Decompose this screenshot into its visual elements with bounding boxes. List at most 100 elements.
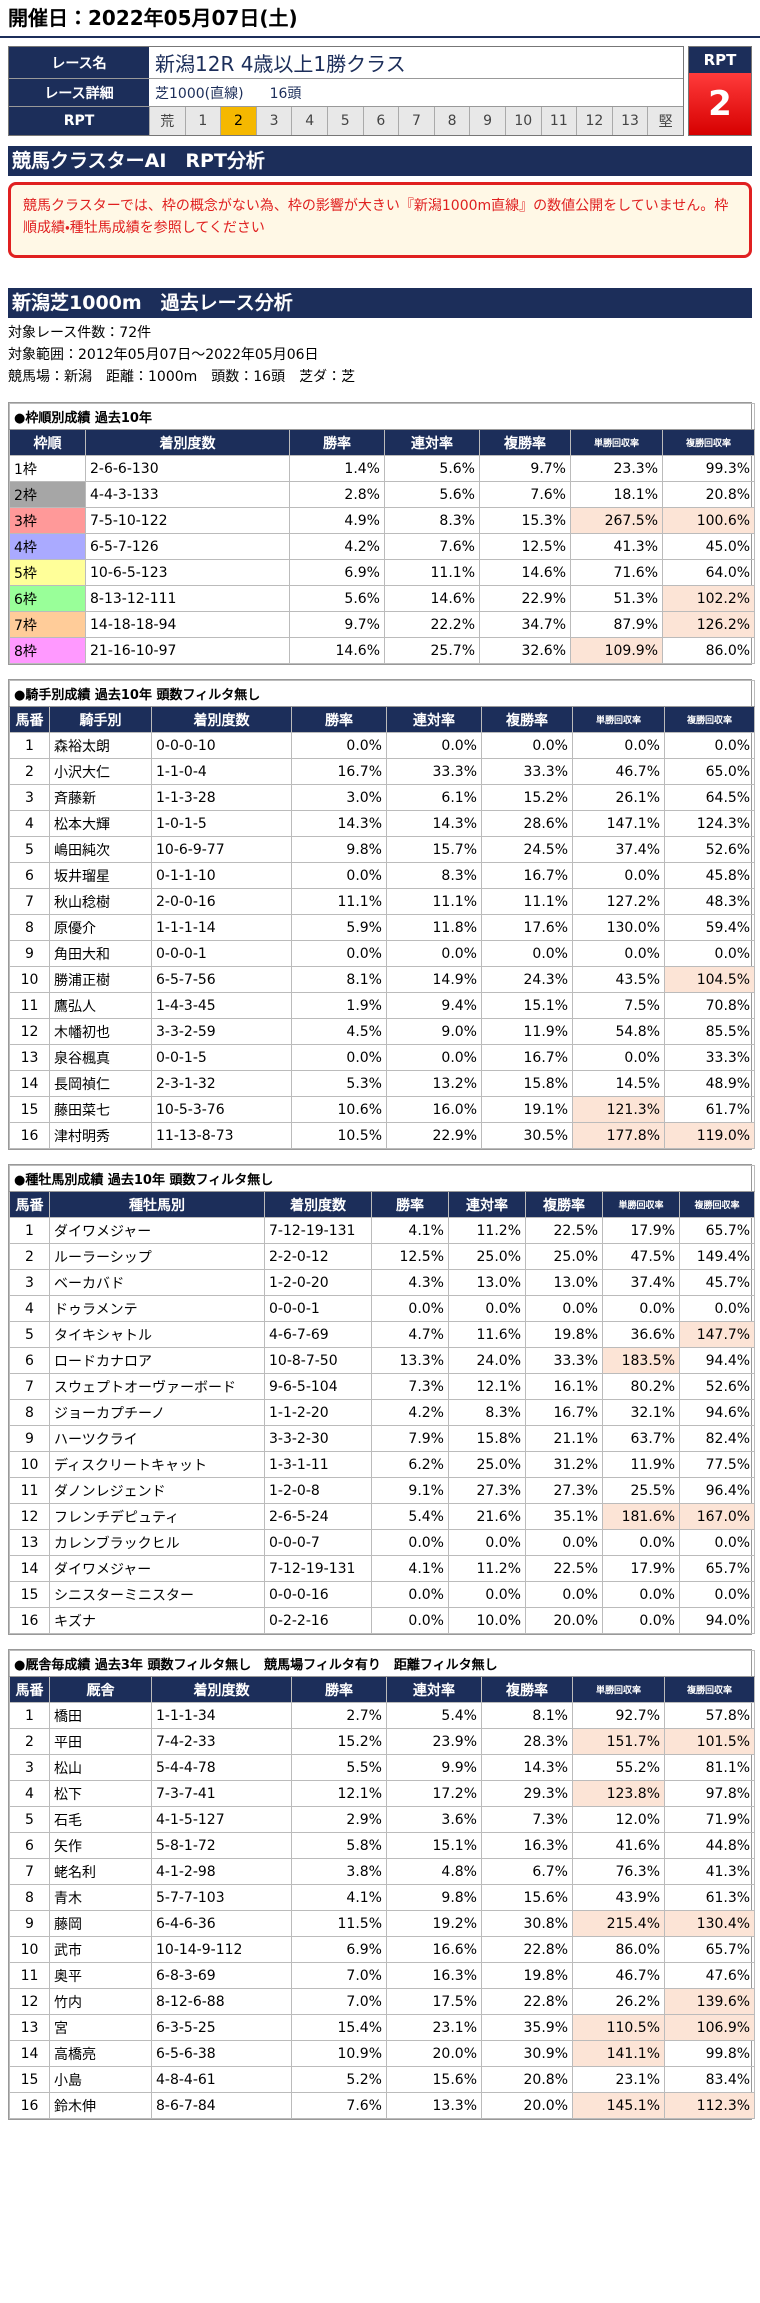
- cell: 30.8%: [481, 1910, 573, 1937]
- cell: 110.5%: [572, 2014, 665, 2041]
- cell: スウェプトオーヴァーボード: [49, 1373, 265, 1400]
- cell: 52.6%: [663, 836, 756, 863]
- cell: 嶋田純次: [49, 836, 152, 863]
- cell: 17.6%: [481, 914, 573, 941]
- data-row: 8枠 21-16-10-97 14.6% 25.7% 32.6% 109.9% 86.0%: [9, 637, 756, 664]
- cell: 1-1-2-20: [264, 1399, 372, 1426]
- data-row: 12 木幡初也 3-3-2-59 4.5% 9.0% 11.9% 54.8% 85.5%: [9, 1018, 756, 1045]
- cell: 2: [9, 1728, 50, 1755]
- cell: 22.9%: [386, 1122, 482, 1149]
- column-header: 単勝回収率: [572, 706, 665, 733]
- cell: 15: [9, 1096, 50, 1123]
- race-info: レース名 新潟12R 4歳以上1勝クラス レース詳細 芝1000(直線) 16頭…: [8, 46, 752, 136]
- cell: 8-12-6-88: [151, 1988, 292, 2015]
- cell: 0.0%: [481, 940, 573, 967]
- cell: 13: [9, 2014, 50, 2041]
- cell: 1-0-1-5: [151, 810, 292, 837]
- cell: 139.6%: [663, 1988, 756, 2015]
- cell: カレンブラックヒル: [49, 1529, 265, 1556]
- cell: 0.0%: [386, 1044, 482, 1071]
- cell: 1.9%: [291, 992, 387, 1019]
- column-header: 単勝回収率: [572, 1676, 665, 1703]
- cell: 0-0-0-1: [264, 1295, 372, 1322]
- cell: 47.6%: [663, 1962, 756, 1989]
- cell: 30.5%: [481, 1122, 573, 1149]
- cell: 33.3%: [481, 758, 573, 785]
- cell: 0.0%: [663, 732, 756, 759]
- cell: ジョーカプチーノ: [49, 1399, 265, 1426]
- cell: 11: [9, 1962, 50, 1989]
- data-row: 10 ディスクリートキャット 1-3-1-11 6.2% 25.0% 31.2% 11.9%…: [9, 1451, 756, 1478]
- cell: 平田: [49, 1728, 152, 1755]
- cell: 65.7%: [663, 1936, 756, 1963]
- data-row: 6 ロードカナロア 10-8-7-50 13.3% 24.0% 33.3% 183.5% 94…: [9, 1347, 756, 1374]
- cell: ダイワメジャー: [49, 1555, 265, 1582]
- column-header: 複勝率: [525, 1191, 603, 1218]
- cell: 99.3%: [661, 455, 756, 482]
- cell: 0.0%: [386, 940, 482, 967]
- column-header: 単勝回収率: [570, 429, 663, 456]
- cell: 0.0%: [525, 1295, 603, 1322]
- cell: ハーツクライ: [49, 1425, 265, 1452]
- cell: 5: [9, 1321, 50, 1348]
- data-row: 4枠 6-5-7-126 4.2% 7.6% 12.5% 41.3% 45.0%: [9, 533, 756, 560]
- cell: 11-13-8-73: [151, 1122, 292, 1149]
- rpt-value: 2: [689, 73, 751, 135]
- cell: 14.3%: [291, 810, 387, 837]
- cell: 4-1-5-127: [151, 1806, 292, 1833]
- cell: 3: [9, 1269, 50, 1296]
- cell: 0.0%: [572, 732, 665, 759]
- cell: ルーラーシップ: [49, 1243, 265, 1270]
- cell: 37.4%: [572, 836, 665, 863]
- cell: 青木: [49, 1884, 152, 1911]
- cell: 20.8%: [481, 2066, 573, 2093]
- cell: 86.0%: [661, 637, 756, 664]
- data-row: 3 松山 5-4-4-78 5.5% 9.9% 14.3% 55.2% 81.1%: [9, 1754, 756, 1781]
- cell: 149.4%: [678, 1243, 756, 1270]
- cell: 12: [9, 1018, 50, 1045]
- cell: 14.9%: [386, 966, 482, 993]
- cell: 秋山稔樹: [49, 888, 152, 915]
- cell: 11.9%: [602, 1451, 680, 1478]
- cell: 267.5%: [570, 507, 663, 534]
- cell: 3: [9, 784, 50, 811]
- cell: 小沢大仁: [49, 758, 152, 785]
- cell: 1-2-0-20: [264, 1269, 372, 1296]
- cell: 12: [9, 1503, 50, 1530]
- cell: 5.6%: [384, 481, 480, 508]
- cell: 7.0%: [291, 1988, 387, 2015]
- column-header: 複勝率: [481, 706, 573, 733]
- cell: 3: [9, 1754, 50, 1781]
- cell: 19.8%: [481, 1962, 573, 1989]
- cell: 3.0%: [291, 784, 387, 811]
- race-detail: 芝1000(直線) 16頭: [149, 79, 683, 106]
- column-header: 複勝回収率: [661, 429, 756, 456]
- cell: 70.8%: [663, 992, 756, 1019]
- rpt-scale-cell: 12: [576, 107, 612, 135]
- label: レース詳細: [9, 79, 149, 106]
- rpt-scale: 荒 1 2 3 4 5 6 7 8 9 10 11 12 13 堅: [149, 107, 683, 135]
- column-header: 複勝回収率: [663, 706, 756, 733]
- cell: 石毛: [49, 1806, 152, 1833]
- cell: 高橋亮: [49, 2040, 152, 2067]
- cell: 0-0-0-1: [151, 940, 292, 967]
- cell: 9-6-5-104: [264, 1373, 372, 1400]
- title-row: ●厩舎毎成績 過去3年 頭数フィルタ無し 競馬場フィルタ有り 距離フィルタ無し: [8, 1650, 756, 1677]
- cell: 8: [9, 914, 50, 941]
- cell: 22.9%: [479, 585, 571, 612]
- cell: 10.0%: [448, 1607, 526, 1634]
- cell: 32.6%: [479, 637, 571, 664]
- runners: 16頭: [269, 85, 302, 102]
- column-header: 厩舎: [49, 1676, 152, 1703]
- info-line: 競馬場：新潟 距離：1000m 頭数：16頭 芝ダ：芝: [8, 369, 356, 385]
- cell: 14.6%: [384, 585, 480, 612]
- column-header: 着別度数: [85, 429, 290, 456]
- cell: 7-12-19-131: [264, 1217, 372, 1244]
- cell: 6-5-7-56: [151, 966, 292, 993]
- cell: 7.6%: [291, 2092, 387, 2119]
- table-title: ●厩舎毎成績 過去3年 頭数フィルタ無し 競馬場フィルタ有り 距離フィルタ無し: [8, 1650, 756, 1677]
- cell: 100.6%: [661, 507, 756, 534]
- cell: 11.2%: [448, 1217, 526, 1244]
- cell: 0.0%: [448, 1529, 526, 1556]
- cell: 14: [9, 2040, 50, 2067]
